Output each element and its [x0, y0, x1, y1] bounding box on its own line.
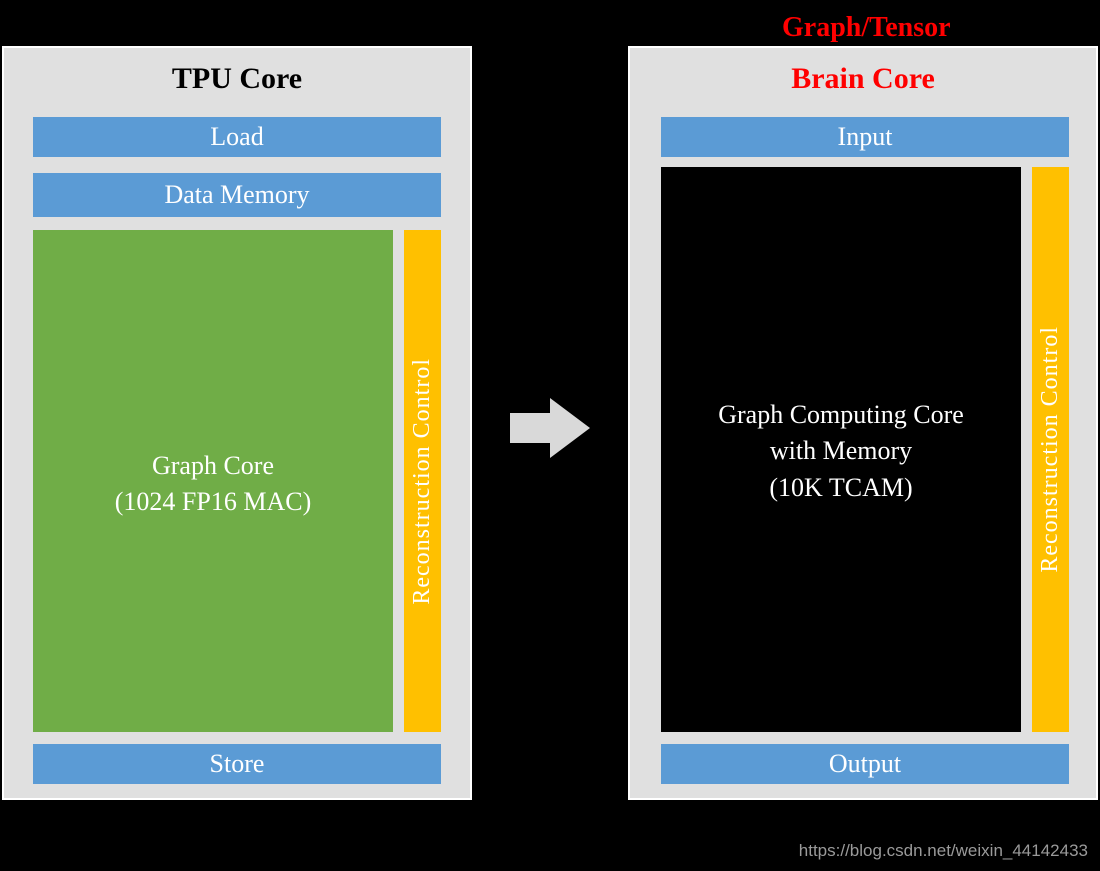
- arrow-icon: [510, 398, 590, 458]
- input-bar: Input: [661, 117, 1069, 157]
- right-recon-label: Reconstruction Control: [1037, 326, 1064, 573]
- graph-computing-core-block: Graph Computing Core with Memory (10K TC…: [661, 167, 1021, 732]
- data-memory-bar: Data Memory: [33, 173, 441, 217]
- graph-core-line1: Graph Core: [152, 448, 274, 484]
- gcc-line3: (10K TCAM): [769, 470, 912, 506]
- watermark-text: https://blog.csdn.net/weixin_44142433: [799, 841, 1088, 861]
- output-bar: Output: [661, 744, 1069, 784]
- tpu-core-title: TPU Core: [4, 48, 470, 106]
- left-recon-label: Reconstruction Control: [409, 358, 436, 605]
- header-graph-tensor: Graph/Tensor: [782, 12, 951, 44]
- input-label: Input: [838, 122, 893, 152]
- gcc-line1: Graph Computing Core: [718, 397, 964, 433]
- output-label: Output: [829, 749, 901, 779]
- left-reconstruction-control: Reconstruction Control: [404, 230, 441, 732]
- load-bar: Load: [33, 117, 441, 157]
- data-memory-label: Data Memory: [164, 180, 309, 210]
- graph-core-line2: (1024 FP16 MAC): [115, 484, 311, 520]
- right-reconstruction-control: Reconstruction Control: [1032, 167, 1069, 732]
- brain-core-title: Brain Core: [630, 48, 1096, 106]
- store-label: Store: [210, 749, 265, 779]
- gcc-line2: with Memory: [770, 433, 912, 469]
- store-bar: Store: [33, 744, 441, 784]
- load-label: Load: [210, 122, 263, 152]
- graph-core-block: Graph Core (1024 FP16 MAC): [33, 230, 393, 732]
